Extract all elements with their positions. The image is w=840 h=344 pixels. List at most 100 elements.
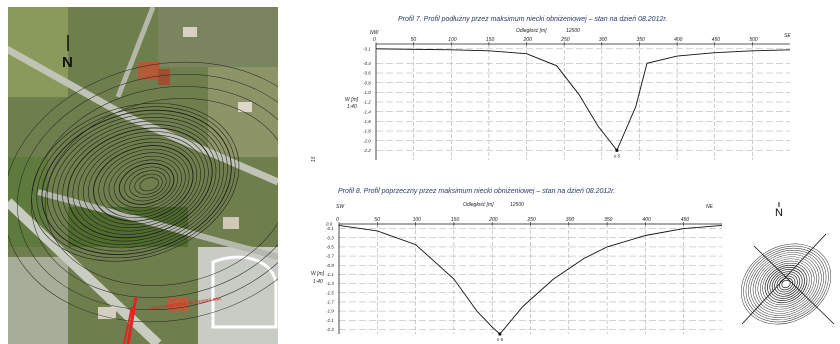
x-tick-label: 300 [566,217,575,223]
y-tick-label: -0.1 [363,46,371,51]
aerial-map: N aaaaa aaaa aaaa aa aaaaaa aaa [8,7,278,344]
contour-line [108,156,182,212]
profile-7-title: Profil 7. Profil podłużny przez maksimum… [398,16,667,23]
road [37,189,278,260]
x-tick-label: 450 [712,37,721,43]
y-tick-label: -0.3 [326,235,334,240]
inset-contour-line [745,247,827,321]
minimum-point [615,148,619,152]
inset-contour-line [757,258,815,310]
contour-line [31,86,278,298]
profile-7-series [375,48,791,152]
y-tick-label: -0.4 [363,61,371,66]
inset-contour-line [750,252,822,316]
side-label: 15 [311,156,317,162]
inset-contour-line [774,273,798,295]
contour-line [98,148,190,219]
y-tick-label: -1.6 [363,119,371,124]
inset-contour-line [752,254,820,314]
x-tick-label: 0 [373,37,376,43]
inset-contour-line [748,250,824,318]
inset-contour-line [776,275,796,293]
inset-contour-line [762,262,810,306]
profile-7-x-caption: Odległość [m] [516,28,547,34]
profile-7-point-label: s-5 [614,153,621,158]
profile-7-chart: Profil 7. Profil podłużny przez maksimum… [345,16,791,160]
road [115,7,156,98]
red-route-line [126,296,138,344]
x-tick-label: 350 [604,217,613,223]
inset-section-line [753,245,835,325]
x-tick-label: 350 [636,37,645,43]
subsidence-contours [8,61,278,323]
x-tick-label: 50 [411,37,417,43]
y-tick-label: -2.1 [326,318,334,323]
x-tick-label: 100 [448,37,457,43]
contour-line [8,61,278,323]
inset-contour-line [767,267,805,301]
field-patch [158,7,278,67]
y-tick-label: -1.1 [326,272,334,277]
building-roof [183,27,197,37]
profile-7-y-sub: 1:40 [347,104,357,110]
x-tick-label: 150 [451,217,460,223]
profile-8-x-ticks: 0 50 100 150 200 250 300 350 400 450 [336,217,689,226]
profile-8-grid [338,223,722,334]
profile-8-series [338,224,723,336]
y-tick-label: -1.7 [326,300,334,305]
profile-7-dir-left: NW [370,30,380,36]
north-label: N [62,54,73,71]
y-tick-label: -1.5 [326,290,334,295]
inset-contour-map: N [734,196,840,344]
contour-line [113,159,178,208]
y-tick-label: -1.0 [363,90,371,95]
y-tick-label: -1.4 [363,109,371,114]
x-tick-label: 200 [523,37,533,43]
profile-8-point-label: s-5 [497,337,504,342]
minimum-point [498,332,502,336]
profile-7-y-label: W [m] [345,97,359,103]
y-tick-label: -0.1 [326,226,334,231]
y-tick-label: -1.2 [363,100,371,105]
profile-8-dir-right: NE [706,204,714,210]
profile-7-dir-right: SE [784,33,791,39]
building-roof [158,69,170,85]
contour-line [103,152,186,215]
contour-line [134,173,163,195]
contour-line [31,102,240,262]
profile-8-title: Profil 8. Profil poprzeczny przez maksim… [338,188,615,195]
x-tick-label: 50 [374,217,380,223]
inset-contour-line [769,269,803,299]
profile-line [338,224,723,335]
x-tick-label: 400 [642,217,651,223]
y-tick-label: -2.0 [363,138,371,143]
contour-line [129,170,167,198]
x-tick-label: 300 [599,37,608,43]
inset-contour-graphic: N [740,202,835,325]
north-arrow: N [62,35,73,71]
x-tick-label: 100 [413,217,422,223]
inset-contour-line [740,243,832,325]
profile-8-y-label: W [m] [311,271,325,277]
contour-line [88,141,198,225]
profile-7-y-ticks: -0.1 -0.4 -0.6 -0.8 -1.0 -1.2 -1.4 -1.6 -1.8 -2.0… [363,46,371,153]
y-tick-label: 0.0 [326,222,333,227]
building-roof [168,297,188,311]
inset-contour-line [760,260,812,308]
x-tick-label: 400 [674,37,683,43]
profile-7-scale: 12500 [566,28,580,34]
profile-8-dir-left: SW [336,204,345,210]
contour-line [72,131,209,235]
x-tick-label: 450 [681,217,690,223]
profile-7-grid [375,43,790,160]
contour-line [51,117,224,249]
aerial-map-graphic: N aaaaa aaaa aaaa aa aaaaaa aaa [8,7,278,344]
contour-line [44,98,278,286]
x-tick-label: 150 [486,37,495,43]
contour-line [57,120,221,245]
inset-contour-line [755,256,817,312]
inset-contour-line [743,245,829,323]
x-tick-label: 0 [336,217,339,223]
red-route-line [123,306,133,344]
profile-8-y-ticks: 0.0-0.1 -0.3 -0.5 -0.7 -0.9 -1.1 -1.3 -1.5 -1.7 -… [326,222,334,332]
